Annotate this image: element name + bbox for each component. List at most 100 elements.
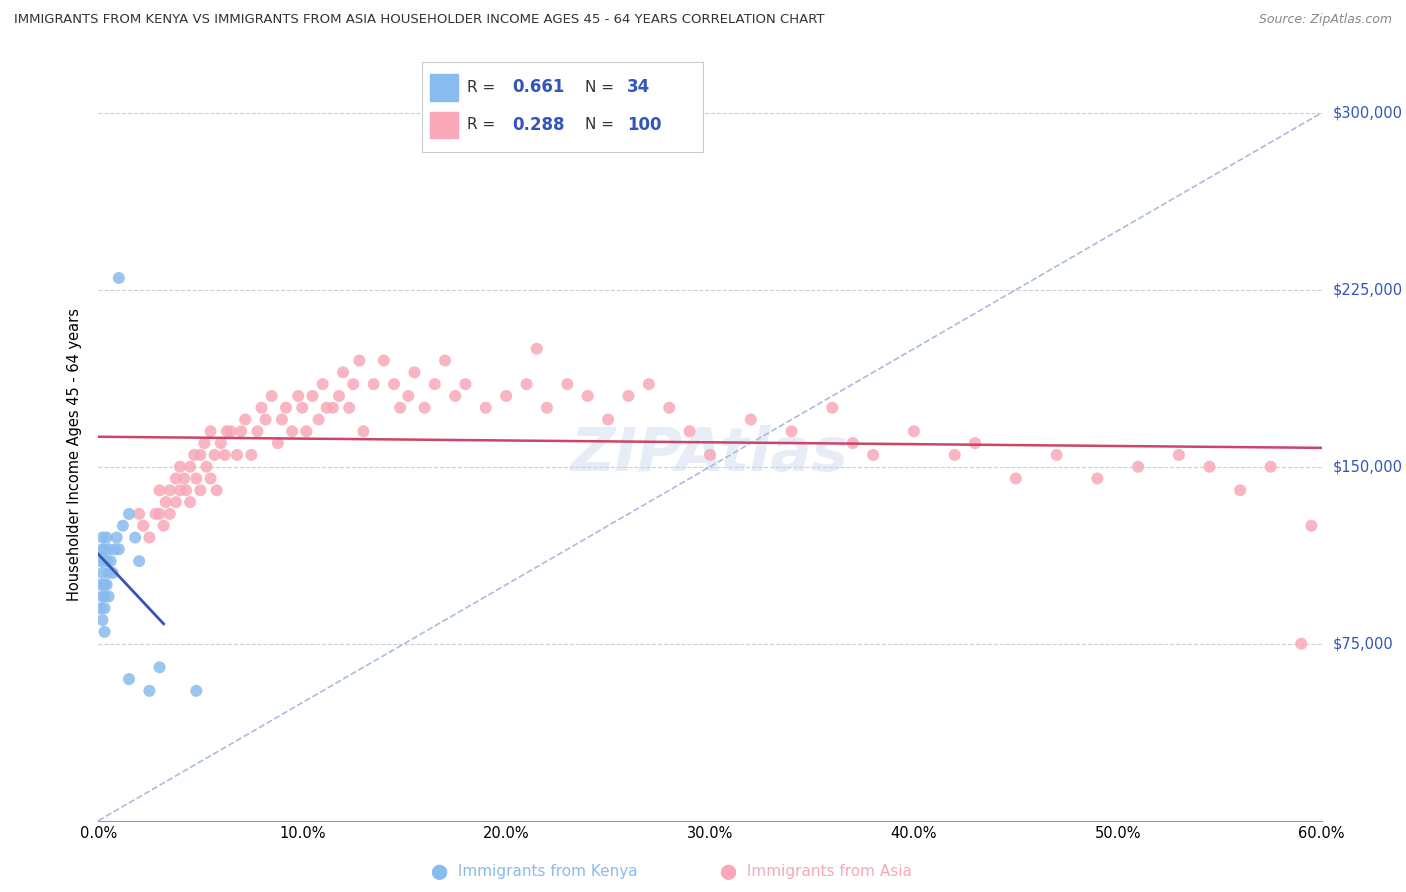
Point: [315, 401, 337, 415]
Point: [124, 531, 146, 545]
Point: [1260, 459, 1282, 474]
Point: [322, 401, 344, 415]
Point: [274, 401, 297, 415]
Text: 34: 34: [627, 78, 651, 96]
Point: [965, 436, 987, 450]
Text: ⬤  Immigrants from Asia: ⬤ Immigrants from Asia: [720, 864, 911, 880]
Point: [1128, 459, 1150, 474]
Point: [363, 377, 385, 392]
Text: $150,000: $150,000: [1333, 459, 1403, 475]
Point: [138, 684, 160, 698]
Point: [174, 483, 197, 498]
Point: [145, 507, 167, 521]
Point: [138, 531, 160, 545]
Point: [332, 365, 354, 379]
Point: [1301, 518, 1323, 533]
Point: [516, 377, 538, 392]
Point: [188, 483, 212, 498]
Point: [132, 518, 155, 533]
Point: [295, 425, 318, 439]
Point: [454, 377, 477, 392]
Point: [179, 459, 201, 474]
Point: [617, 389, 640, 403]
Point: [214, 448, 236, 462]
Point: [91, 590, 114, 604]
Point: [841, 436, 863, 450]
Point: [97, 566, 120, 580]
Point: [1198, 459, 1220, 474]
Point: [97, 542, 120, 557]
Text: 100: 100: [627, 116, 662, 134]
Point: [246, 425, 269, 439]
Point: [186, 684, 208, 698]
Point: [821, 401, 844, 415]
Point: [93, 577, 115, 591]
Text: R =: R =: [467, 118, 501, 132]
Point: [1167, 448, 1189, 462]
Point: [89, 577, 111, 591]
Point: [100, 554, 122, 568]
Text: N =: N =: [585, 118, 619, 132]
Point: [312, 377, 335, 392]
Point: [118, 507, 141, 521]
Point: [169, 459, 191, 474]
Point: [254, 412, 277, 426]
Point: [97, 590, 120, 604]
Point: [165, 495, 187, 509]
Point: [658, 401, 681, 415]
Point: [267, 436, 290, 450]
Point: [204, 448, 226, 462]
Point: [250, 401, 273, 415]
Point: [91, 531, 114, 545]
Point: [186, 471, 208, 485]
Point: [155, 495, 177, 509]
Point: [165, 471, 187, 485]
Point: [423, 377, 446, 392]
Point: [349, 353, 371, 368]
Point: [159, 483, 181, 498]
Point: [260, 389, 283, 403]
Point: [93, 624, 115, 639]
Point: [1045, 448, 1069, 462]
Point: [105, 531, 128, 545]
Point: [382, 377, 405, 392]
Point: [495, 389, 517, 403]
Text: ⬤  Immigrants from Kenya: ⬤ Immigrants from Kenya: [432, 864, 637, 880]
Text: $225,000: $225,000: [1333, 282, 1403, 297]
Point: [93, 601, 115, 615]
Point: [231, 425, 253, 439]
Point: [91, 542, 114, 557]
Point: [444, 389, 467, 403]
Point: [287, 389, 309, 403]
Point: [637, 377, 661, 392]
Point: [526, 342, 548, 356]
Y-axis label: Householder Income Ages 45 - 64 years: Householder Income Ages 45 - 64 years: [67, 309, 83, 601]
Text: R =: R =: [467, 80, 501, 95]
Point: [89, 601, 111, 615]
Text: 0.661: 0.661: [512, 78, 564, 96]
Text: $300,000: $300,000: [1333, 105, 1403, 120]
Point: [183, 448, 205, 462]
Point: [193, 436, 215, 450]
Point: [118, 672, 141, 686]
Point: [308, 412, 330, 426]
Point: [96, 554, 118, 568]
Text: 0.288: 0.288: [512, 116, 564, 134]
Point: [89, 554, 111, 568]
Point: [96, 577, 118, 591]
Point: [108, 542, 131, 557]
Point: [200, 425, 222, 439]
Point: [679, 425, 702, 439]
Point: [598, 412, 620, 426]
Bar: [430, 112, 458, 138]
Point: [149, 483, 172, 498]
Point: [205, 483, 228, 498]
Point: [404, 365, 426, 379]
Point: [93, 542, 115, 557]
Point: [179, 495, 201, 509]
Point: [576, 389, 599, 403]
Point: [413, 401, 436, 415]
Point: [169, 483, 191, 498]
Point: [1004, 471, 1026, 485]
Point: [111, 518, 134, 533]
